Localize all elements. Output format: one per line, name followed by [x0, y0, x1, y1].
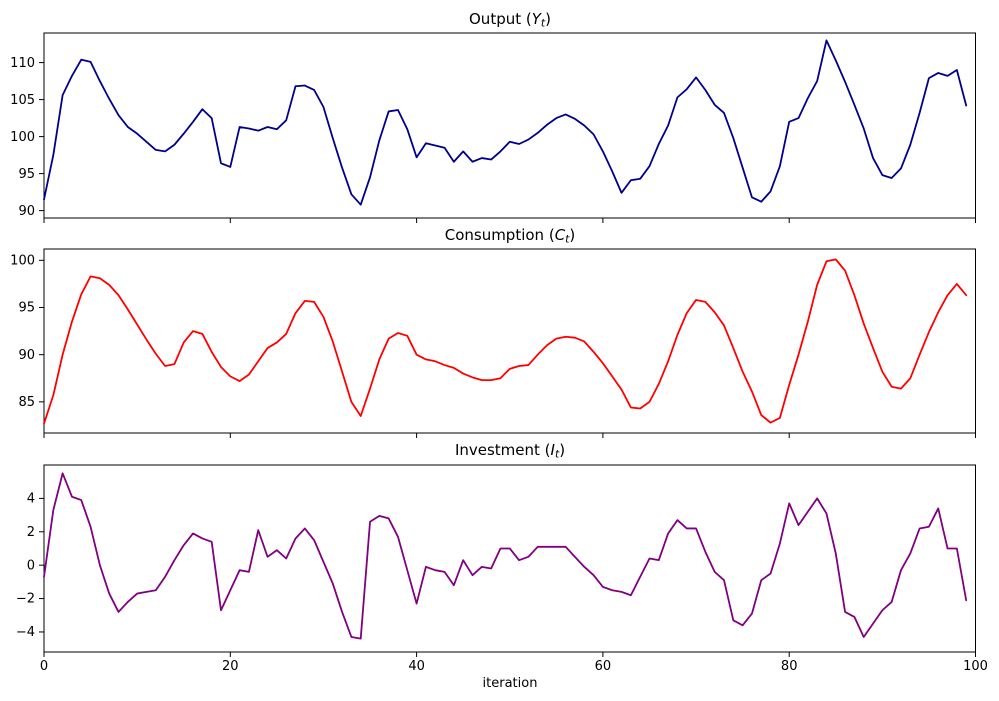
output-title-sub: t — [540, 16, 546, 30]
output-title-suffix: ) — [545, 10, 551, 28]
y-tick-label: 85 — [18, 395, 35, 410]
investment-title-var: I — [550, 441, 555, 459]
y-tick-label: 95 — [18, 167, 35, 182]
axes-spines — [43, 32, 976, 219]
y-tick-label: 95 — [18, 301, 35, 316]
y-tick-label: 0 — [27, 558, 35, 573]
x-axis-label: iteration — [482, 676, 538, 691]
consumption-title-var: C — [554, 226, 566, 244]
investment-title: Investment (It) — [44, 441, 976, 463]
investment-title-sub: t — [554, 447, 560, 461]
x-tick-label: 0 — [40, 659, 48, 674]
investment-title-suffix: ) — [559, 441, 566, 459]
consumption-title: Consumption (Ct) — [44, 226, 976, 248]
x-tick-label: 100 — [963, 659, 988, 674]
y-tick-label: 2 — [27, 525, 35, 540]
axes-spines — [43, 248, 976, 434]
investment-line — [43, 472, 968, 640]
y-tick-label: 100 — [10, 130, 35, 145]
y-tick-label: 4 — [27, 492, 35, 507]
x-tick-label: 20 — [222, 659, 239, 674]
consumption-title-suffix: ) — [569, 226, 576, 244]
y-tick-label: 100 — [10, 253, 35, 268]
consumption-title-prefix: Consumption ( — [444, 226, 555, 244]
consumption-title-sub: t — [565, 232, 570, 246]
output-title: Output (Yt) — [44, 10, 976, 32]
axes-spines — [43, 464, 976, 653]
y-tick-label: 90 — [18, 348, 35, 363]
y-tick-label: 90 — [18, 204, 35, 219]
consumption-line — [43, 258, 968, 425]
x-tick-label: 60 — [595, 659, 612, 674]
x-tick-label: 80 — [781, 659, 798, 674]
output-title-prefix: Output ( — [469, 10, 532, 28]
y-tick-label: 105 — [10, 93, 35, 108]
y-tick-label: −4 — [16, 625, 35, 640]
y-tick-label: 110 — [10, 56, 35, 71]
investment-title-prefix: Investment ( — [454, 441, 551, 459]
y-tick-label: −2 — [16, 592, 35, 607]
x-tick-label: 40 — [408, 659, 425, 674]
output-line — [43, 39, 968, 206]
output-title-var: Y — [531, 10, 541, 28]
